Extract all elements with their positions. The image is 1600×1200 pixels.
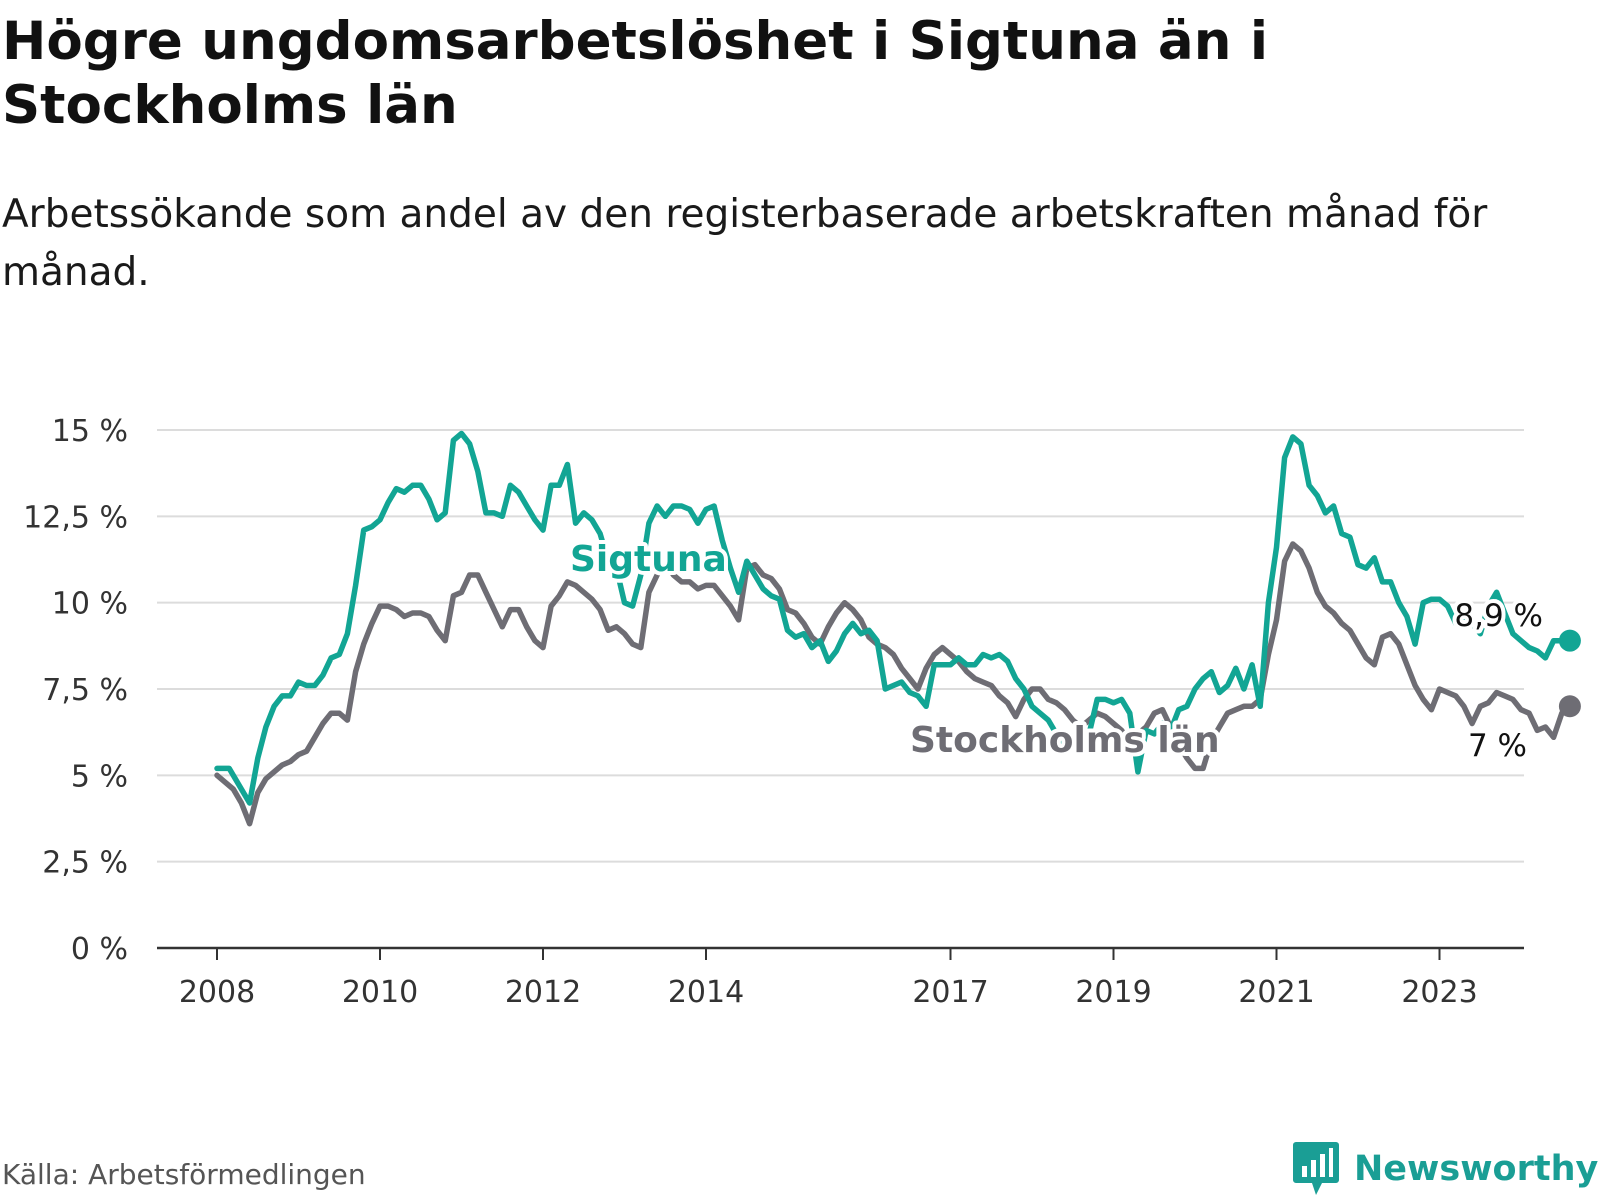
bar-chart-icon [1293, 1142, 1339, 1195]
y-tick-label: 7,5 % [42, 673, 128, 708]
x-tick-label: 2017 [912, 975, 988, 1010]
series-lines [214, 430, 1581, 827]
stockholm-label: Stockholms län [910, 720, 1220, 761]
source-note: Källa: Arbetsförmedlingen [2, 1158, 366, 1191]
y-tick-label: 10 % [52, 587, 128, 622]
logo-text: Newsworthy [1354, 1149, 1599, 1189]
stockholm-end-marker [1558, 695, 1581, 718]
sigtuna-label: Sigtuna [570, 539, 727, 580]
stockholm-end-label: 7 % [1468, 728, 1527, 764]
stockholm-line [214, 541, 1573, 827]
x-axis: 2008 2010 2012 2014 2017 2019 2021 2023 [157, 946, 1524, 1010]
stockholm-end-label-halo: 7 % [1468, 728, 1527, 764]
grid-lines [157, 429, 1524, 863]
x-tick-label: 2014 [668, 975, 744, 1010]
x-tick-label: 2019 [1075, 975, 1151, 1010]
x-tick-label: 2010 [342, 975, 418, 1010]
chart-subtitle: Arbetssökande som andel av den registerb… [2, 192, 1488, 295]
stockholm-label-halo: Stockholms län [910, 720, 1220, 761]
x-tick-label: 2021 [1238, 975, 1314, 1010]
y-tick-label: 2,5 % [42, 846, 128, 881]
y-tick-label: 5 % [71, 759, 128, 794]
sigtuna-end-label-halo: 8,9 % [1454, 598, 1543, 634]
x-tick-label: 2023 [1401, 975, 1477, 1010]
newsworthy-logo: Newsworthy [1292, 1140, 1598, 1198]
y-axis-ticks: 0 % 2,5 % 5 % 7,5 % 10 % 12,5 % 15 % [23, 414, 128, 967]
y-tick-label: 0 % [71, 932, 128, 967]
chart-title: Högre ungdomsarbetslöshet i Sigtuna än i… [2, 11, 1269, 136]
sigtuna-line [214, 430, 1573, 806]
line-chart: 0 %2,5 %5 %7,5 %10 %12,5 %15 % 2008 2010 2… [23, 414, 1581, 1010]
y-tick-label: 15 % [52, 414, 128, 449]
x-tick-label: 2008 [179, 975, 255, 1010]
sigtuna-label-halo: Sigtuna [570, 539, 727, 580]
sigtuna-end-label: 8,9 % [1454, 598, 1543, 634]
y-tick-label: 12,5 % [23, 500, 128, 535]
x-tick-label: 2012 [505, 975, 581, 1010]
sigtuna-end-marker [1558, 629, 1581, 652]
